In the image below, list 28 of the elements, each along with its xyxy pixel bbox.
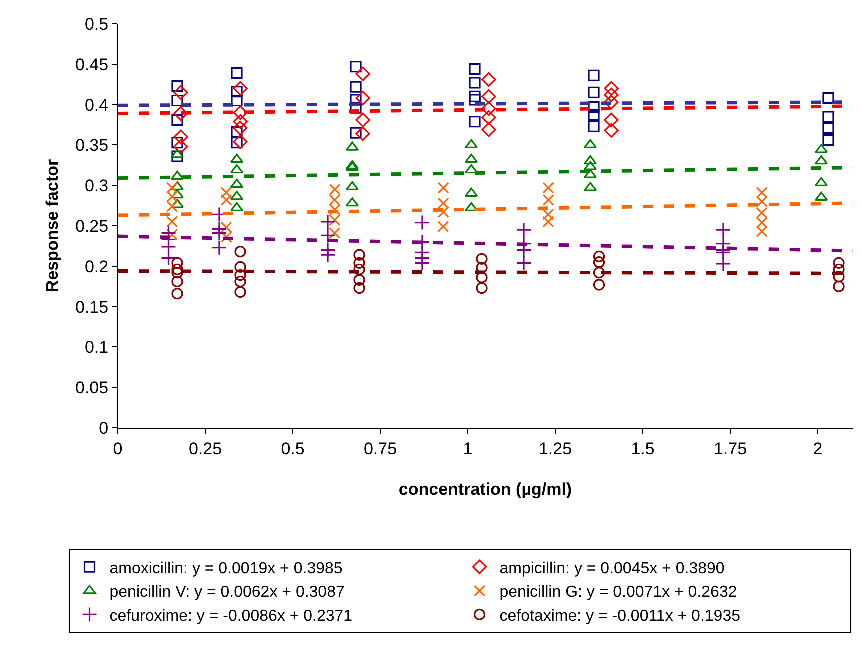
y-tick-label: 0.15 [76,298,109,317]
y-tick-label: 0.35 [76,136,109,156]
y-tick-label: 0.45 [76,55,109,74]
legend-label: penicillin G: y = 0.0071x + 0.2632 [500,584,738,602]
x-tick-label: 1.75 [714,439,748,458]
x-tick-label: 1.5 [631,439,655,458]
x-tick-label: 0.5 [281,439,305,458]
x-tick-label: 0.25 [188,439,222,458]
y-tick-label: 0.2 [84,257,109,276]
y-tick-label: 0.4 [84,96,109,115]
legend-label: cefuroxime: y = -0.0086x + 0.2371 [110,608,353,625]
x-tick-label: 0.75 [364,439,398,458]
y-tick-label: 0.05 [76,378,109,398]
x-tick-label: 1.25 [538,439,572,458]
legend-label: amoxicillin: y = 0.0019x + 0.3985 [110,560,343,578]
y-tick-label: 0.25 [76,216,109,236]
x-tick-label: 1 [463,439,473,458]
y-tick-label: 0.1 [84,338,109,358]
legend-label: ampicillin: y = 0.0045x + 0.3890 [500,560,725,578]
legend-label: penicillin V: y = 0.0062x + 0.3087 [110,584,345,602]
x-tick-label: 2 [813,439,823,458]
legend-label: cefotaxime: y = -0.0011x + 0.1935 [500,608,741,625]
x-axis-title: concentration (µg/ml) [398,480,572,499]
y-tick-label: 0.3 [84,176,109,196]
x-tick-label: 0 [113,439,123,458]
y-tick-label: 0 [99,418,109,438]
y-tick-label: 0.5 [84,14,109,34]
y-axis-title: Response factor [43,159,62,293]
